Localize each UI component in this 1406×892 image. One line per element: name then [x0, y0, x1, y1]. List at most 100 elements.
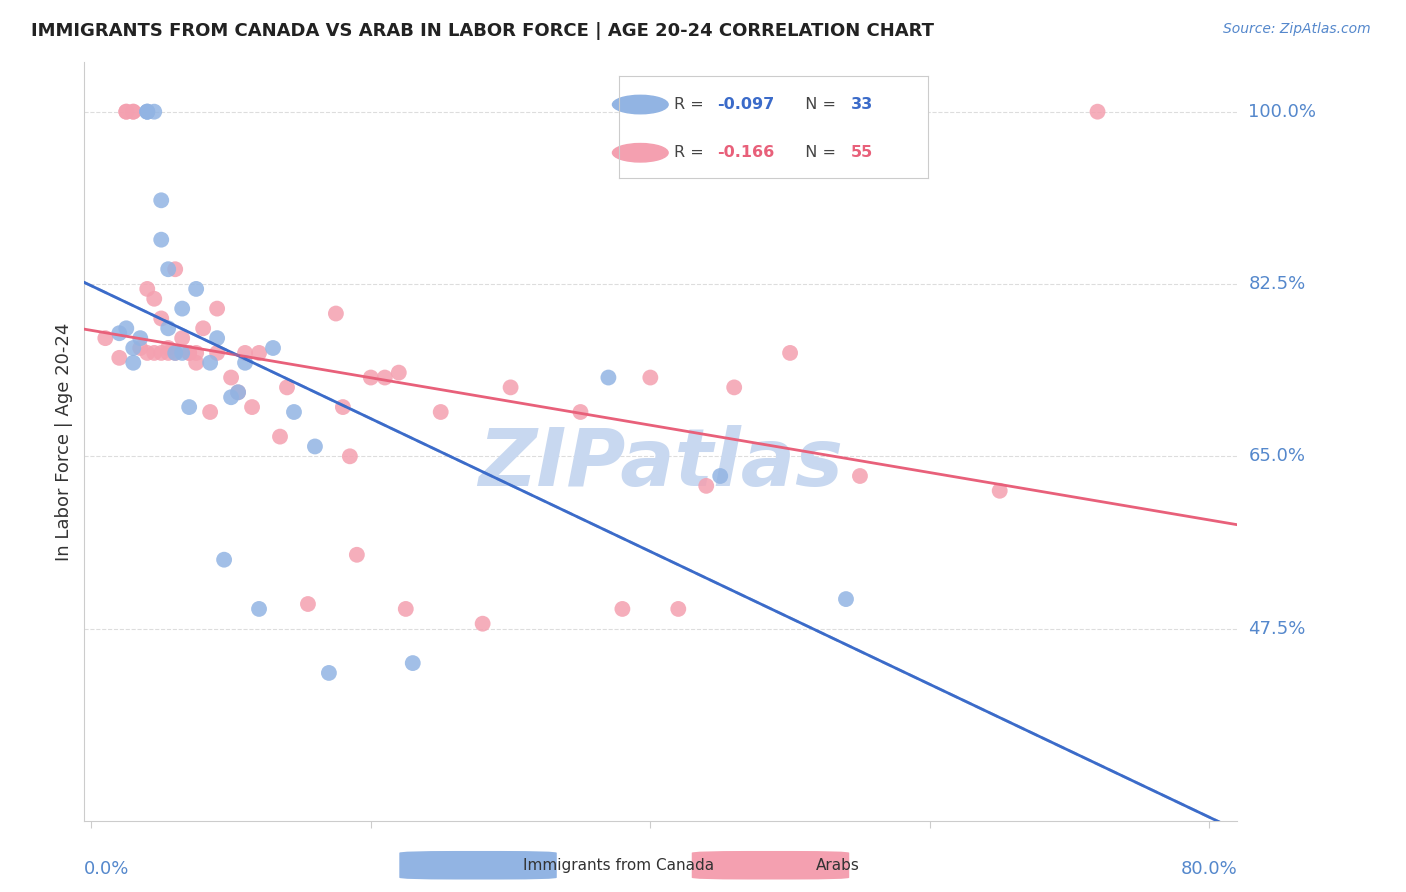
Point — [150, 311, 173, 326]
Point — [499, 380, 522, 394]
Point — [129, 341, 152, 355]
Point — [276, 380, 298, 394]
Text: Source: ZipAtlas.com: Source: ZipAtlas.com — [1223, 22, 1371, 37]
Point — [262, 341, 284, 355]
Text: N =: N = — [794, 145, 841, 161]
Circle shape — [613, 95, 668, 114]
Point — [612, 602, 634, 616]
Point — [115, 104, 138, 119]
Point — [129, 331, 152, 345]
Text: 80.0%: 80.0% — [1181, 860, 1237, 878]
Point — [219, 390, 242, 404]
Point — [723, 380, 745, 394]
Point — [179, 346, 201, 360]
Point — [205, 301, 228, 316]
Point — [395, 602, 418, 616]
Point — [108, 351, 131, 365]
Text: R =: R = — [675, 145, 709, 161]
Point — [172, 331, 194, 345]
FancyBboxPatch shape — [692, 851, 849, 880]
Point — [695, 479, 717, 493]
Point — [136, 346, 159, 360]
Point — [779, 346, 801, 360]
Point — [94, 331, 117, 345]
Circle shape — [613, 144, 668, 162]
Text: N =: N = — [794, 97, 841, 112]
Point — [115, 104, 138, 119]
Point — [598, 370, 620, 384]
Text: Arabs: Arabs — [815, 858, 859, 872]
Point — [360, 370, 382, 384]
Point — [233, 346, 256, 360]
Point — [325, 306, 347, 320]
Point — [374, 370, 396, 384]
Text: 47.5%: 47.5% — [1249, 620, 1306, 638]
Point — [143, 346, 166, 360]
Point — [219, 370, 242, 384]
Point — [198, 356, 221, 370]
Text: 65.0%: 65.0% — [1249, 447, 1305, 466]
Point — [150, 194, 173, 208]
Point — [165, 262, 187, 277]
Point — [304, 440, 326, 454]
Point — [849, 469, 872, 483]
Point — [709, 469, 731, 483]
Point — [402, 656, 425, 670]
Y-axis label: In Labor Force | Age 20-24: In Labor Force | Age 20-24 — [55, 322, 73, 561]
Point — [212, 552, 235, 566]
Point — [226, 385, 249, 400]
Point — [122, 104, 145, 119]
Point — [150, 233, 173, 247]
Point — [988, 483, 1011, 498]
Point — [205, 331, 228, 345]
Text: 33: 33 — [851, 97, 873, 112]
Point — [233, 356, 256, 370]
Point — [136, 104, 159, 119]
Point — [122, 341, 145, 355]
Point — [143, 292, 166, 306]
Point — [179, 346, 201, 360]
Point — [226, 385, 249, 400]
Point — [136, 104, 159, 119]
Text: R =: R = — [675, 97, 709, 112]
Point — [157, 262, 180, 277]
Text: 0.0%: 0.0% — [84, 860, 129, 878]
Point — [179, 400, 201, 414]
Point — [666, 602, 689, 616]
Point — [198, 405, 221, 419]
Text: Immigrants from Canada: Immigrants from Canada — [523, 858, 714, 872]
Point — [150, 346, 173, 360]
Point — [247, 602, 270, 616]
Point — [471, 616, 494, 631]
FancyBboxPatch shape — [399, 851, 557, 880]
Point — [165, 346, 187, 360]
Point — [136, 104, 159, 119]
Point — [122, 104, 145, 119]
Point — [122, 356, 145, 370]
Point — [136, 282, 159, 296]
Point — [835, 592, 858, 607]
Point — [318, 665, 340, 680]
Point — [569, 405, 592, 419]
Point — [165, 346, 187, 360]
Point — [1087, 104, 1109, 119]
Text: -0.097: -0.097 — [717, 97, 775, 112]
Point — [332, 400, 354, 414]
Point — [186, 282, 208, 296]
Point — [205, 346, 228, 360]
Point — [283, 405, 305, 419]
Point — [339, 450, 361, 464]
Point — [115, 321, 138, 335]
Point — [191, 321, 214, 335]
Point — [186, 356, 208, 370]
Point — [108, 326, 131, 341]
Text: ZIPatlas: ZIPatlas — [478, 425, 844, 503]
Point — [157, 341, 180, 355]
Text: IMMIGRANTS FROM CANADA VS ARAB IN LABOR FORCE | AGE 20-24 CORRELATION CHART: IMMIGRANTS FROM CANADA VS ARAB IN LABOR … — [31, 22, 934, 40]
Point — [172, 346, 194, 360]
Text: 82.5%: 82.5% — [1249, 275, 1306, 293]
Point — [269, 429, 291, 443]
Point — [143, 104, 166, 119]
Point — [240, 400, 263, 414]
Point — [172, 301, 194, 316]
